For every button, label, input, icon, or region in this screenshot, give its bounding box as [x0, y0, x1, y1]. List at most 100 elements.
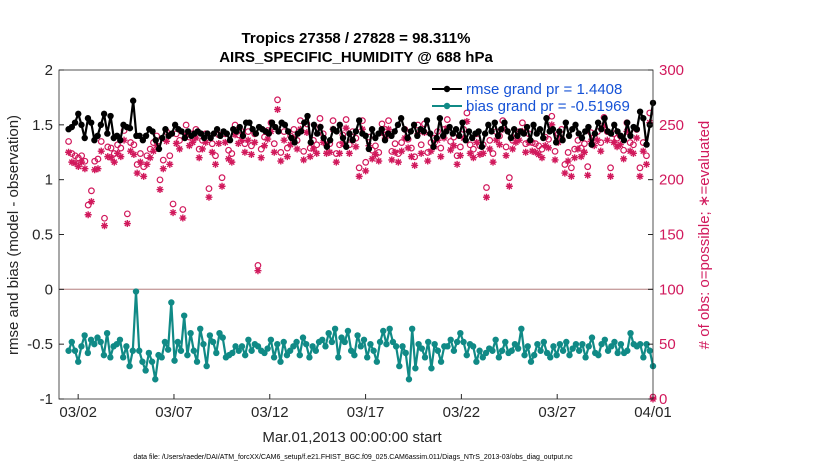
evaluated-obs-marker — [91, 166, 99, 174]
bias-point — [492, 336, 499, 343]
rmse-point — [265, 130, 272, 137]
rmse-point — [207, 134, 214, 142]
evaluated-obs-marker — [492, 136, 500, 144]
bias-point — [383, 340, 390, 348]
bias-point — [569, 345, 576, 352]
bias-point — [598, 340, 605, 348]
bias-point — [360, 336, 368, 343]
bias-point — [296, 351, 303, 359]
rmse-point — [572, 121, 579, 129]
evaluated-obs-marker — [309, 145, 317, 153]
rmse-point — [339, 134, 347, 142]
bias-point — [113, 340, 120, 348]
bias-point — [553, 351, 560, 359]
bias-point — [364, 354, 371, 361]
rmse-point — [91, 136, 98, 144]
rmse-point — [107, 112, 114, 120]
evaluated-obs-marker — [332, 158, 340, 166]
rmse-point — [643, 141, 650, 148]
x-tick-label: 03/27 — [538, 404, 576, 421]
evaluated-obs-marker — [571, 154, 579, 162]
bias-point — [547, 354, 554, 361]
rmse-point — [507, 134, 515, 142]
bias-point — [479, 354, 487, 361]
evaluated-obs-marker — [482, 193, 490, 201]
possible-obs-marker — [620, 146, 628, 154]
bias-point — [521, 351, 528, 359]
rmse-point — [275, 128, 282, 135]
evaluated-obs-marker — [538, 154, 546, 162]
rmse-point — [301, 119, 308, 126]
evaluated-obs-marker — [385, 125, 393, 133]
rmse-point — [204, 130, 211, 137]
bias-point — [87, 336, 95, 343]
possible-obs-marker — [78, 152, 86, 160]
evaluated-obs-marker — [323, 149, 331, 157]
bias-point — [376, 338, 384, 346]
evaluated-obs-marker — [159, 165, 167, 173]
bias-point — [261, 349, 268, 357]
possible-obs-marker — [316, 115, 324, 122]
rmse-point — [291, 139, 298, 146]
rmse-point — [372, 134, 379, 142]
axis-ticks: -1 -0.5 0 0.5 1 1.5 2 0 50 100 150 200 250 300 03/02 03… — [27, 62, 684, 421]
bias-point — [617, 340, 625, 348]
rmse-point — [620, 136, 628, 144]
evaluated-obs-marker — [427, 147, 435, 155]
bias-point — [482, 349, 490, 357]
possible-obs-marker — [159, 156, 167, 164]
evaluated-obs-marker — [629, 149, 637, 157]
bias-point — [219, 334, 226, 341]
rmse-point — [475, 128, 482, 135]
bias-point — [161, 338, 169, 346]
evaluated-obs-marker — [319, 138, 327, 146]
evaluated-obs-marker — [437, 153, 445, 161]
bias-point — [566, 351, 573, 359]
rmse-point — [113, 132, 121, 139]
evaluated-obs-marker — [417, 149, 425, 157]
evaluated-obs-marker — [479, 149, 487, 157]
rmse-point — [459, 119, 466, 126]
evaluated-obs-marker — [411, 161, 419, 169]
evaluated-obs-marker — [205, 193, 213, 201]
possible-obs-marker — [362, 158, 370, 166]
y-right-tick-label: 50 — [659, 336, 676, 353]
bias-point — [187, 330, 194, 337]
evaluated-obs-marker — [117, 153, 125, 161]
evaluated-obs-marker — [100, 222, 108, 230]
evaluated-obs-marker — [185, 142, 193, 150]
bias-point — [338, 334, 345, 341]
x-tick-label: 03/22 — [443, 404, 481, 421]
evaluated-obs-marker — [447, 146, 455, 154]
rmse-point — [129, 97, 137, 104]
rmse-point — [314, 130, 321, 137]
evaluated-obs-marker — [251, 138, 259, 146]
evaluated-obs-marker — [548, 121, 556, 129]
evaluated-obs-marker — [264, 135, 272, 143]
rmse-point — [284, 128, 292, 135]
possible-obs-marker — [372, 142, 379, 150]
evaluated-obs-marker — [541, 142, 549, 150]
y-axis-left-label: rmse and bias (model - observation) — [5, 115, 22, 355]
evaluated-obs-marker — [593, 136, 601, 144]
evaluated-obs-marker — [496, 141, 504, 149]
evaluated-obs-marker — [228, 158, 236, 166]
bias-point — [418, 345, 426, 352]
bias-point — [254, 343, 262, 350]
rmse-point — [81, 134, 88, 142]
bias-point — [444, 343, 451, 350]
evaluated-obs-marker — [398, 147, 406, 155]
bias-point — [434, 347, 442, 354]
possible-obs-marker — [156, 176, 164, 184]
rmse-point — [246, 119, 253, 126]
rmse-point — [159, 134, 166, 142]
bias-point — [264, 345, 271, 352]
evaluated-obs-marker — [212, 160, 220, 168]
possible-obs-marker — [564, 149, 572, 156]
bias-point — [386, 325, 393, 333]
possible-obs-marker — [137, 150, 144, 157]
evaluated-obs-marker — [110, 158, 118, 166]
bias-point — [396, 362, 403, 370]
bias-point — [71, 347, 79, 354]
rmse-point — [598, 126, 605, 133]
